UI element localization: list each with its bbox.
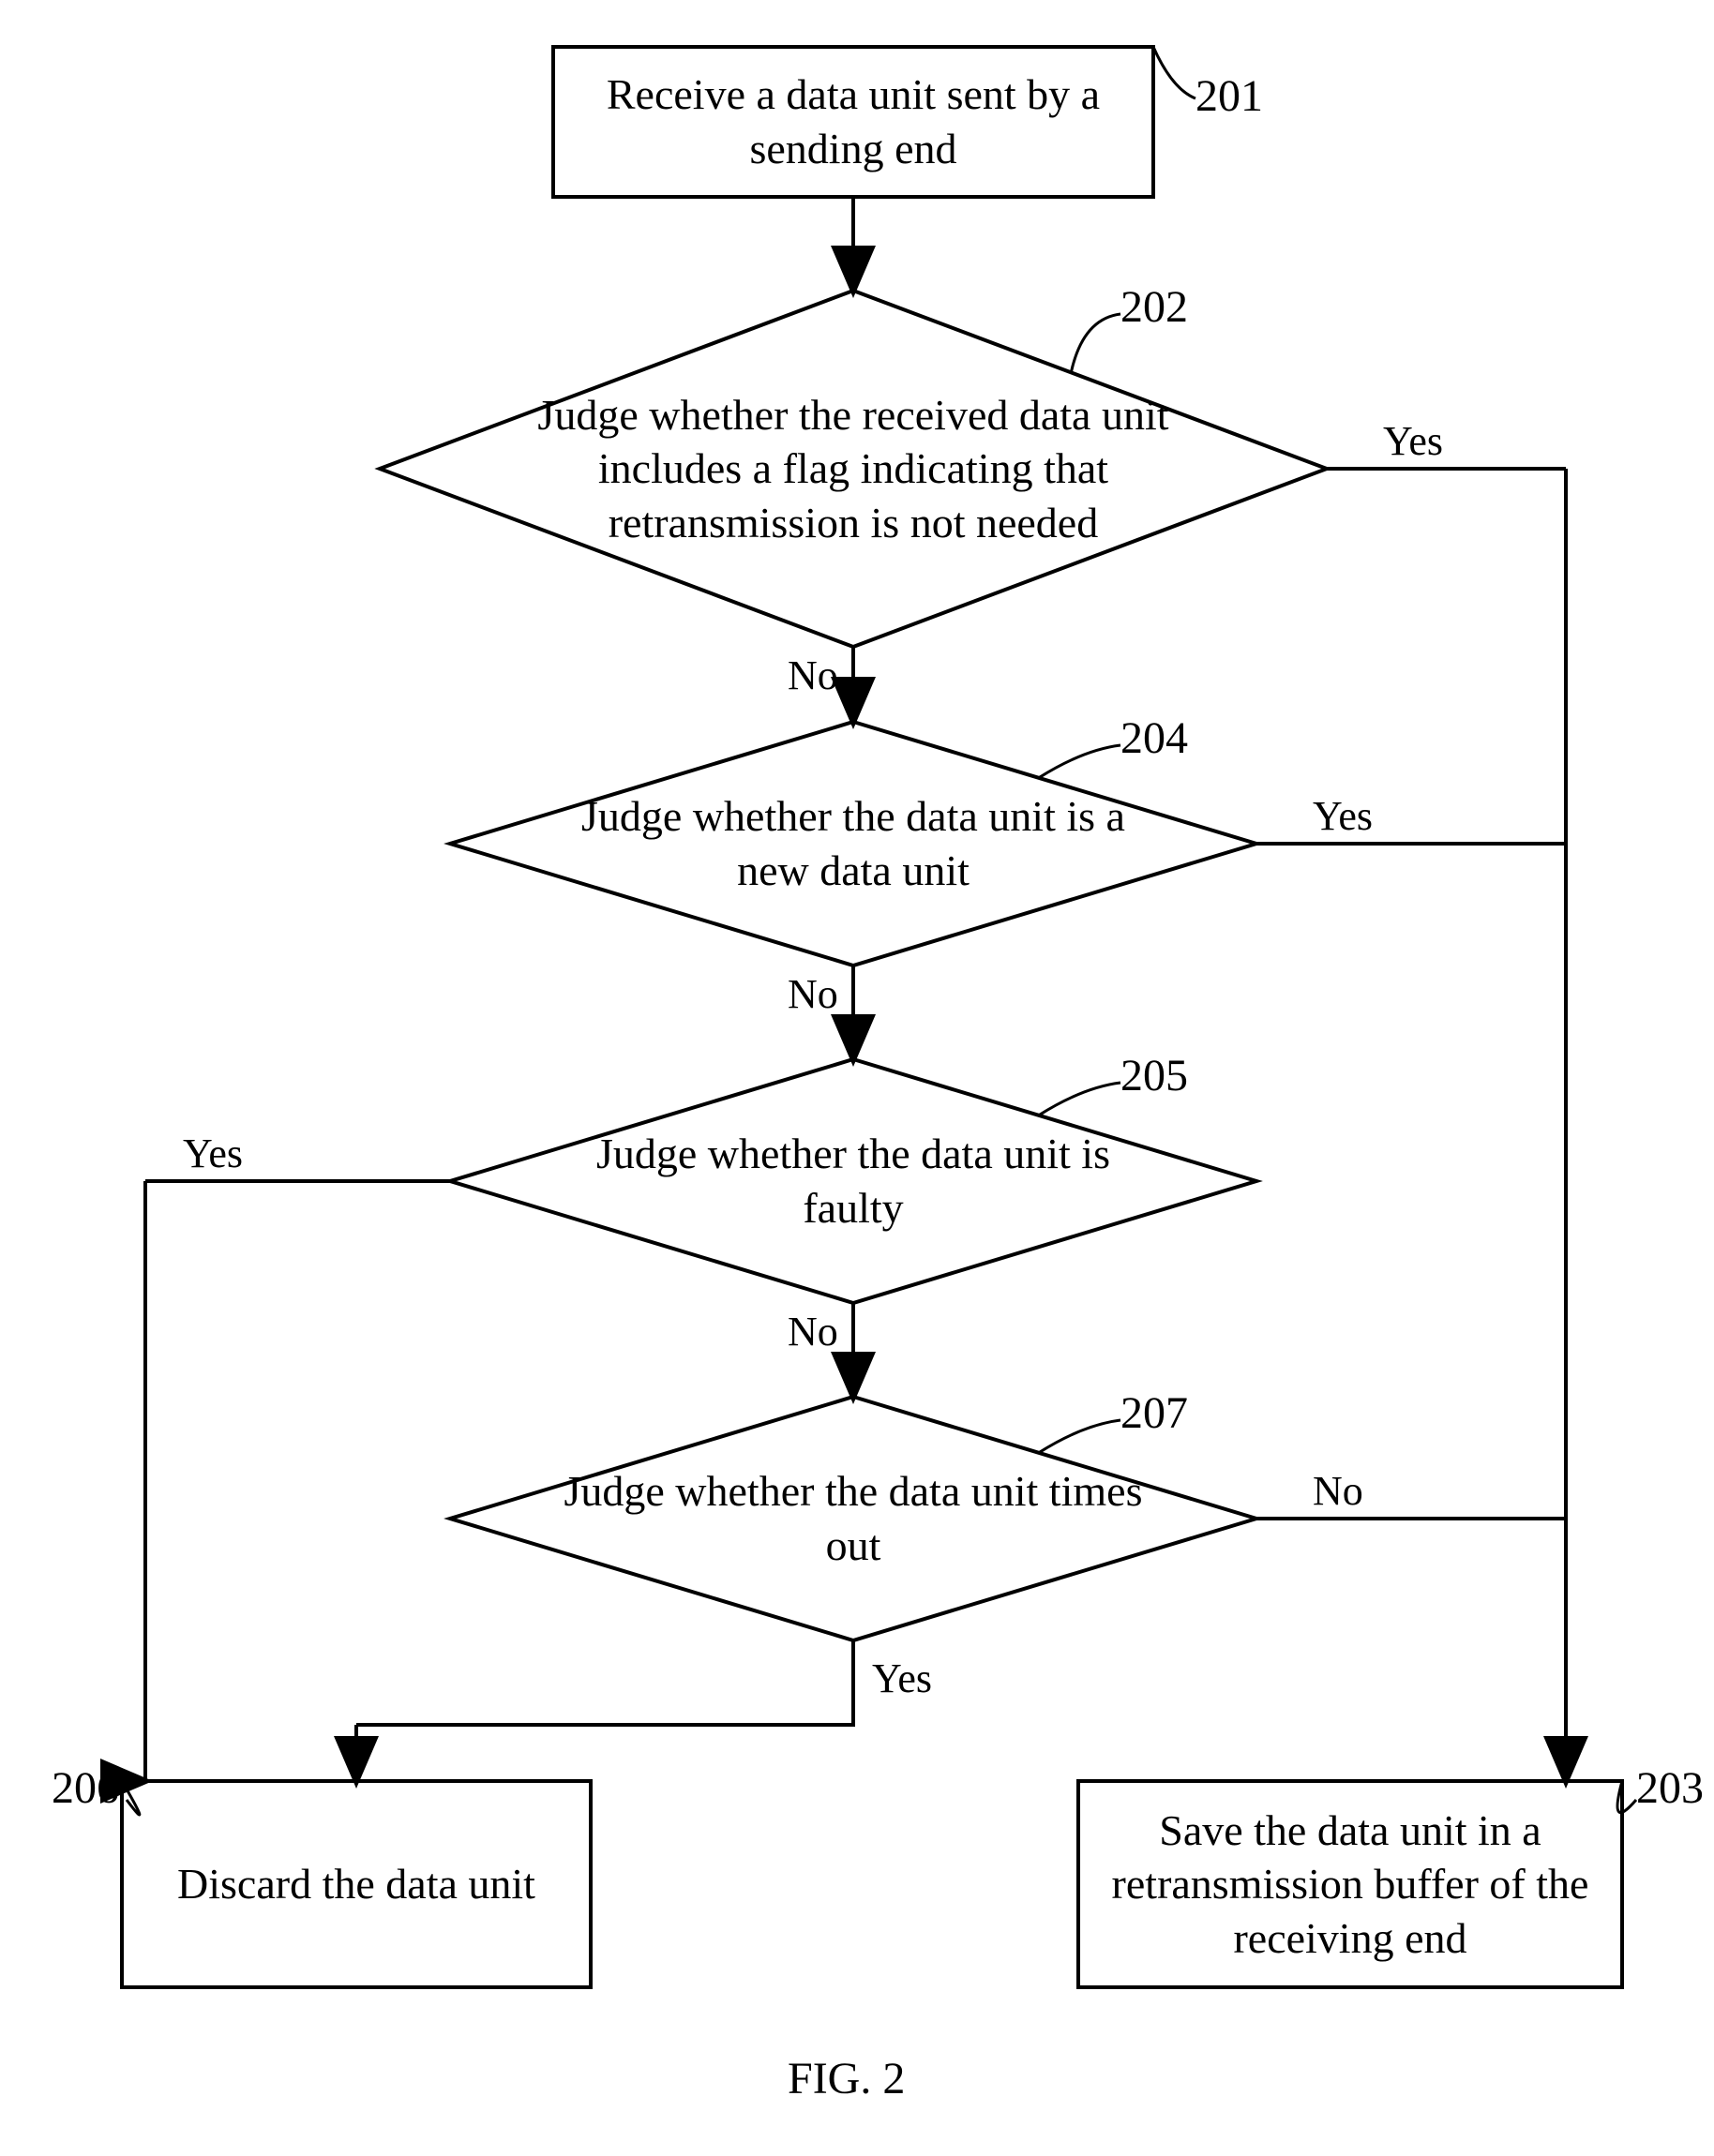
ref-label-n205: 205 xyxy=(1120,1050,1188,1101)
ref-label-n207: 207 xyxy=(1120,1387,1188,1439)
ref-label-n202: 202 xyxy=(1120,281,1188,333)
node-text-n203: Save the data unit in a retransmission b… xyxy=(1100,1789,1601,1979)
edge-label: Yes xyxy=(183,1130,243,1177)
ref-label-n204: 204 xyxy=(1120,712,1188,764)
ref-label-n206: 206 xyxy=(52,1762,119,1814)
node-text-n202: Judge whether the received data unit inc… xyxy=(512,322,1194,615)
ref-label-n203: 203 xyxy=(1636,1762,1704,1814)
node-text-n205: Judge whether the data unit is faulty xyxy=(563,1081,1143,1280)
edge-label: Yes xyxy=(1313,792,1373,840)
edge-label: No xyxy=(788,970,838,1018)
edge-label: No xyxy=(788,1308,838,1355)
node-text-n207: Judge whether the data unit times out xyxy=(563,1418,1143,1618)
edge-label: Yes xyxy=(872,1654,932,1702)
edge-label: Yes xyxy=(1383,417,1443,465)
node-text-n206: Discard the data unit xyxy=(141,1789,572,1979)
figure-caption: FIG. 2 xyxy=(788,2053,905,2104)
edge-label: No xyxy=(788,651,838,699)
edge-label: No xyxy=(1313,1467,1363,1515)
node-text-n204: Judge whether the data unit is a new dat… xyxy=(563,743,1143,943)
node-text-n201: Receive a data unit sent by a sending en… xyxy=(578,52,1130,190)
ref-label-n201: 201 xyxy=(1195,70,1263,122)
